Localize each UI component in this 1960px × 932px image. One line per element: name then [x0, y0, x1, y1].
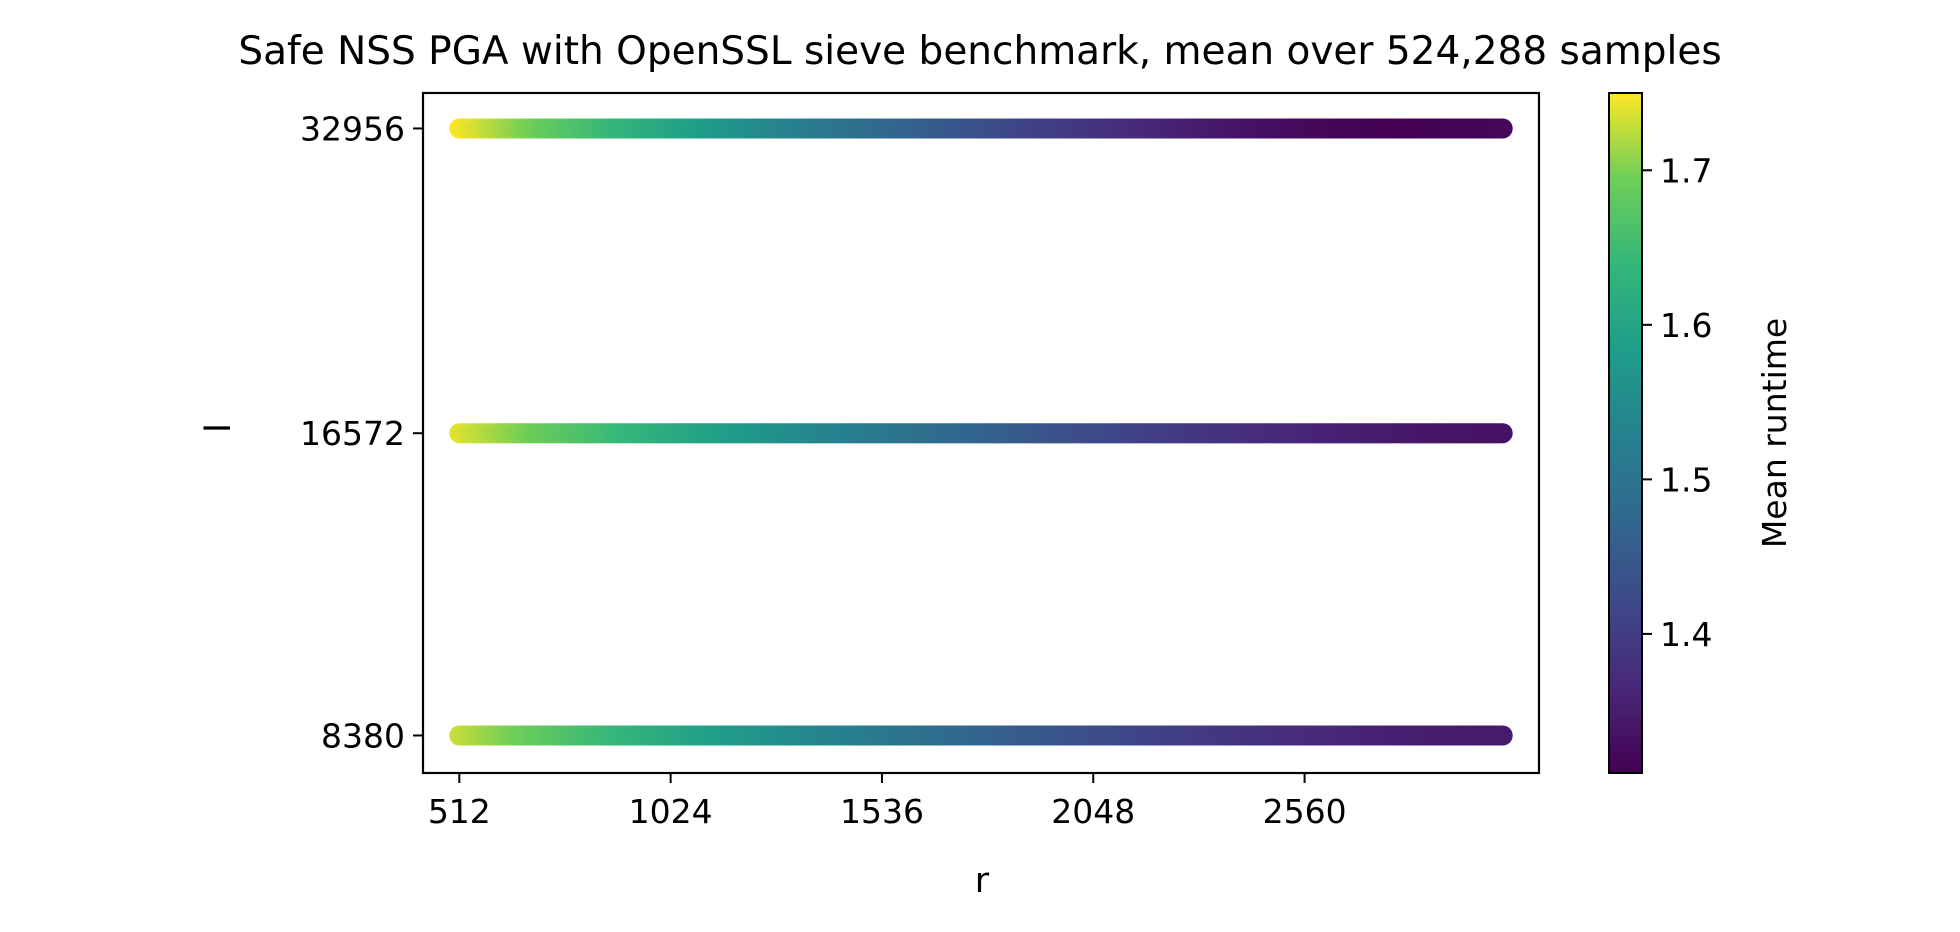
y-tick-label: 32956	[300, 109, 405, 148]
colorbar-tick-label: 1.5	[1660, 460, 1712, 499]
colorbar-tick-label: 1.6	[1660, 306, 1712, 345]
x-axis-label: r	[975, 861, 990, 901]
colorbar-label: Mean runtime	[1755, 318, 1794, 548]
x-tick-label: 2560	[1263, 792, 1347, 831]
y-axis: 8380 16572 32956	[300, 109, 423, 755]
point-r3040-l16572	[1492, 423, 1513, 444]
x-tick-label: 1536	[840, 792, 924, 831]
series-l-16572	[449, 423, 1513, 444]
series-l-8380	[449, 725, 1513, 746]
colorbar	[1608, 92, 1643, 774]
y-tick-label: 8380	[321, 716, 405, 755]
x-tick-label: 1024	[629, 792, 713, 831]
colorbar-tick-label: 1.7	[1660, 151, 1712, 190]
x-axis: 512 1024 1536 2048 2560	[428, 773, 1347, 831]
y-tick-label: 16572	[300, 414, 405, 453]
point-r3040-l8380	[1492, 725, 1513, 746]
x-tick-label: 2048	[1051, 792, 1135, 831]
point-r3040-l32956	[1492, 118, 1513, 139]
points-layer	[449, 118, 1513, 746]
colorbar-ticks: 1.4 1.5 1.6 1.7	[1642, 151, 1712, 654]
colorbar-tick-label: 1.4	[1660, 615, 1712, 654]
series-l-32956	[449, 118, 1513, 139]
x-tick-label: 512	[428, 792, 491, 831]
chart-title: Safe NSS PGA with OpenSSL sieve benchmar…	[238, 29, 1721, 74]
y-axis-label: l	[199, 423, 239, 433]
